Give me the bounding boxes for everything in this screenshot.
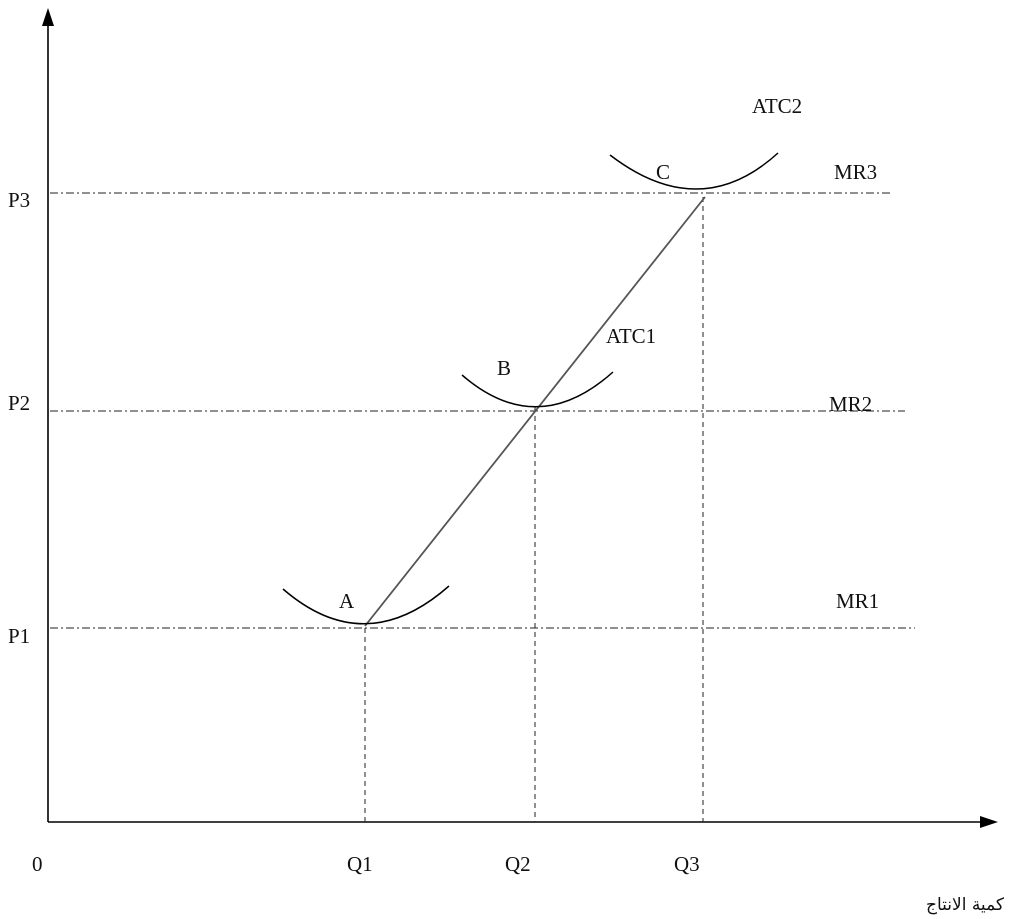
point-label-a: A — [339, 589, 355, 613]
atc-curve-b — [461, 371, 614, 408]
point-label-b: B — [497, 356, 511, 380]
atc-curve-a — [282, 585, 450, 625]
origin-label: 0 — [32, 852, 43, 876]
point-label-c: C — [656, 160, 670, 184]
quantity-label-q3: Q3 — [674, 852, 700, 876]
y-axis-arrowhead — [42, 8, 54, 26]
quantity-label-q2: Q2 — [505, 852, 531, 876]
price-label-p3: P3 — [8, 188, 30, 212]
long-run-supply-line — [364, 196, 706, 627]
price-label-p1: P1 — [8, 624, 30, 648]
curve-label-atc2: ATC2 — [752, 94, 802, 118]
curve-label-atc1: ATC1 — [606, 324, 656, 348]
atc-curve-c — [609, 152, 779, 190]
mr-label-2: MR2 — [829, 392, 872, 416]
x-axis-arrowhead — [980, 816, 998, 828]
price-label-p2: P2 — [8, 391, 30, 415]
quantity-label-q1: Q1 — [347, 852, 373, 876]
mr-label-3: MR3 — [834, 160, 877, 184]
mr-label-1: MR1 — [836, 589, 879, 613]
x-axis-title: كمية الانتاج — [926, 895, 1005, 915]
